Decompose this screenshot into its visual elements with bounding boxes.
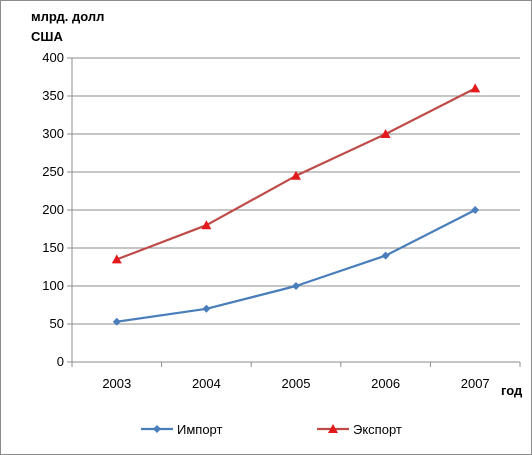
y-tick-label-400: 400	[42, 50, 64, 65]
point-import-2007	[471, 206, 480, 214]
x-tick-label-2003: 2003	[102, 376, 131, 391]
x-axis-label: год	[501, 383, 523, 398]
y-tick-label-250: 250	[42, 164, 64, 179]
legend-marker-export	[328, 424, 338, 433]
point-import-2006	[381, 251, 390, 260]
point-import-2003	[112, 317, 121, 326]
y-tick-label-50: 50	[50, 316, 64, 331]
point-export-2006	[380, 129, 391, 138]
point-export-2005	[291, 170, 301, 180]
y-tick-label-350: 350	[42, 88, 64, 103]
y-tick-label-300: 300	[42, 126, 64, 141]
x-tick-label-2006: 2006	[371, 376, 400, 391]
legend-marker-import	[153, 425, 161, 433]
point-import-2005	[292, 282, 300, 290]
y-tick-label-0: 0	[57, 354, 64, 369]
y-tick-label-200: 200	[42, 202, 64, 217]
y-tick-label-150: 150	[42, 240, 64, 255]
x-tick-label-2007: 2007	[461, 376, 490, 391]
series-line-import	[116, 209, 476, 323]
legend-label-import: Импорт	[177, 422, 222, 437]
y-axis-label-line1: млрд. долл	[31, 9, 105, 24]
legend-label-export: Экспорт	[353, 422, 402, 437]
x-tick-label-2004: 2004	[192, 376, 221, 391]
point-export-2003	[111, 254, 122, 264]
point-export-2007	[470, 83, 481, 93]
point-export-2004	[201, 220, 212, 230]
point-import-2004	[202, 304, 211, 313]
x-tick-label-2005: 2005	[282, 376, 311, 391]
y-axis-label-line2: США	[31, 29, 63, 44]
y-tick-label-100: 100	[42, 278, 64, 293]
